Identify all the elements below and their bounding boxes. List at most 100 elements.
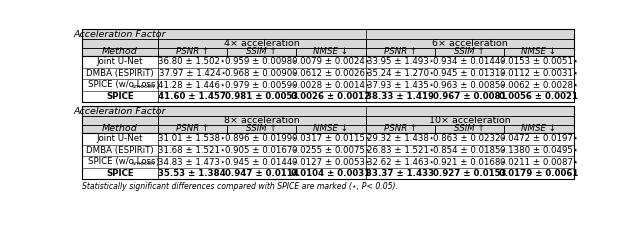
Text: 4× acceleration: 4× acceleration	[223, 39, 300, 48]
Bar	[296, 125, 365, 133]
Bar	[157, 133, 227, 145]
Text: 0.967 ± 0.0081: 0.967 ± 0.0081	[433, 92, 506, 101]
Text: SPICE: SPICE	[106, 169, 134, 178]
Text: 0.981 ± 0.0053: 0.981 ± 0.0053	[225, 92, 298, 101]
Bar	[504, 91, 573, 102]
Bar	[83, 145, 157, 156]
Text: 0.1380 ± 0.0495⋆: 0.1380 ± 0.0495⋆	[500, 146, 578, 155]
Text: ): )	[155, 81, 159, 90]
Text: 0.0112 ± 0.0031⋆: 0.0112 ± 0.0031⋆	[500, 69, 578, 78]
Text: Acceleration Factor: Acceleration Factor	[74, 30, 166, 39]
Bar	[83, 56, 157, 68]
Text: SSIM ↑: SSIM ↑	[246, 125, 277, 134]
Text: 0.0079 ± 0.0024⋆: 0.0079 ± 0.0024⋆	[292, 58, 370, 67]
Bar	[504, 145, 573, 156]
Bar	[296, 168, 365, 179]
Bar	[365, 116, 573, 125]
Bar	[435, 48, 504, 56]
Text: 6× acceleration: 6× acceleration	[432, 39, 508, 48]
Bar	[83, 156, 157, 168]
Text: 35.53 ± 1.384: 35.53 ± 1.384	[158, 169, 226, 178]
Text: 37.97 ± 1.424⋆: 37.97 ± 1.424⋆	[159, 69, 226, 78]
Bar	[296, 68, 365, 79]
Bar	[504, 133, 573, 145]
Bar	[83, 116, 157, 125]
Bar	[504, 168, 573, 179]
Bar	[83, 68, 157, 79]
Bar	[365, 125, 435, 133]
Bar	[157, 145, 227, 156]
Bar	[227, 79, 296, 91]
Text: DMBA (ESPIRiT): DMBA (ESPIRiT)	[86, 69, 154, 78]
Text: Method: Method	[102, 125, 138, 134]
Bar	[296, 145, 365, 156]
Bar	[157, 116, 365, 125]
Bar	[365, 48, 435, 56]
Text: 0.0472 ± 0.0197⋆: 0.0472 ± 0.0197⋆	[500, 134, 578, 143]
Text: 0.979 ± 0.0059⋆: 0.979 ± 0.0059⋆	[225, 81, 298, 90]
Text: 0.934 ± 0.0144⋆: 0.934 ± 0.0144⋆	[433, 58, 506, 67]
Bar	[227, 168, 296, 179]
Text: Method: Method	[102, 48, 138, 56]
Text: SPICE (w/o Loss: SPICE (w/o Loss	[88, 80, 155, 88]
Bar	[365, 68, 435, 79]
Bar	[157, 156, 227, 168]
Text: ): )	[155, 158, 159, 167]
Text: SSIM ↑: SSIM ↑	[454, 125, 485, 134]
Text: Statistically significant differences compared with SPICE are marked (⋆, P< 0.05: Statistically significant differences co…	[83, 182, 398, 191]
Bar	[435, 133, 504, 145]
Text: 35.24 ± 1.270⋆: 35.24 ± 1.270⋆	[367, 69, 434, 78]
Bar	[157, 39, 365, 48]
Text: 0.0127 ± 0.0053⋆: 0.0127 ± 0.0053⋆	[292, 158, 370, 167]
Text: 0.959 ± 0.0098⋆: 0.959 ± 0.0098⋆	[225, 58, 298, 67]
Text: 38.33 ± 1.419: 38.33 ± 1.419	[366, 92, 435, 101]
Bar	[83, 168, 157, 179]
Bar	[83, 133, 573, 179]
Bar	[296, 91, 365, 102]
Text: PSNR ↑: PSNR ↑	[175, 125, 209, 134]
Bar	[83, 106, 573, 133]
Bar	[504, 48, 573, 56]
Bar	[83, 29, 573, 56]
Bar	[296, 48, 365, 56]
Text: 0.0612 ± 0.0026⋆: 0.0612 ± 0.0026⋆	[292, 69, 370, 78]
Text: 26.83 ± 1.521⋆: 26.83 ± 1.521⋆	[367, 146, 434, 155]
Text: 0.905 ± 0.0167⋆: 0.905 ± 0.0167⋆	[225, 146, 298, 155]
Bar	[227, 68, 296, 79]
Text: 33.95 ± 1.493⋆: 33.95 ± 1.493⋆	[367, 58, 434, 67]
Text: 0.0211 ± 0.0087⋆: 0.0211 ± 0.0087⋆	[500, 158, 578, 167]
Bar	[435, 125, 504, 133]
Text: 32.62 ± 1.463⋆: 32.62 ± 1.463⋆	[367, 158, 434, 167]
Text: 36.80 ± 1.502⋆: 36.80 ± 1.502⋆	[159, 58, 226, 67]
Text: SPICE: SPICE	[106, 92, 134, 101]
Text: smooth: smooth	[132, 84, 155, 89]
Bar	[227, 145, 296, 156]
Bar	[157, 56, 227, 68]
Bar	[365, 168, 435, 179]
Bar	[504, 56, 573, 68]
Bar	[365, 56, 435, 68]
Bar	[365, 133, 435, 145]
Bar	[157, 168, 227, 179]
Text: 0.863 ± 0.0232⋆: 0.863 ± 0.0232⋆	[433, 134, 506, 143]
Text: 8× acceleration: 8× acceleration	[223, 116, 300, 125]
Bar	[296, 133, 365, 145]
Bar	[504, 156, 573, 168]
Text: NMSE ↓: NMSE ↓	[522, 125, 557, 134]
Bar	[365, 156, 435, 168]
Bar	[296, 79, 365, 91]
Bar	[504, 68, 573, 79]
Text: 0.0104 ± 0.0031: 0.0104 ± 0.0031	[291, 169, 371, 178]
Text: 33.37 ± 1.433: 33.37 ± 1.433	[366, 169, 435, 178]
Bar	[435, 68, 504, 79]
Text: 0.921 ± 0.0168⋆: 0.921 ± 0.0168⋆	[433, 158, 506, 167]
Text: PSNR ↑: PSNR ↑	[383, 125, 417, 134]
Text: 0.0026 ± 0.0012: 0.0026 ± 0.0012	[291, 92, 371, 101]
Text: 0.927 ± 0.0153: 0.927 ± 0.0153	[433, 169, 506, 178]
Text: 37.93 ± 1.435⋆: 37.93 ± 1.435⋆	[367, 81, 434, 90]
Bar	[504, 79, 573, 91]
Bar	[365, 79, 435, 91]
Bar	[296, 56, 365, 68]
Bar	[435, 156, 504, 168]
Text: NMSE ↓: NMSE ↓	[314, 48, 348, 56]
